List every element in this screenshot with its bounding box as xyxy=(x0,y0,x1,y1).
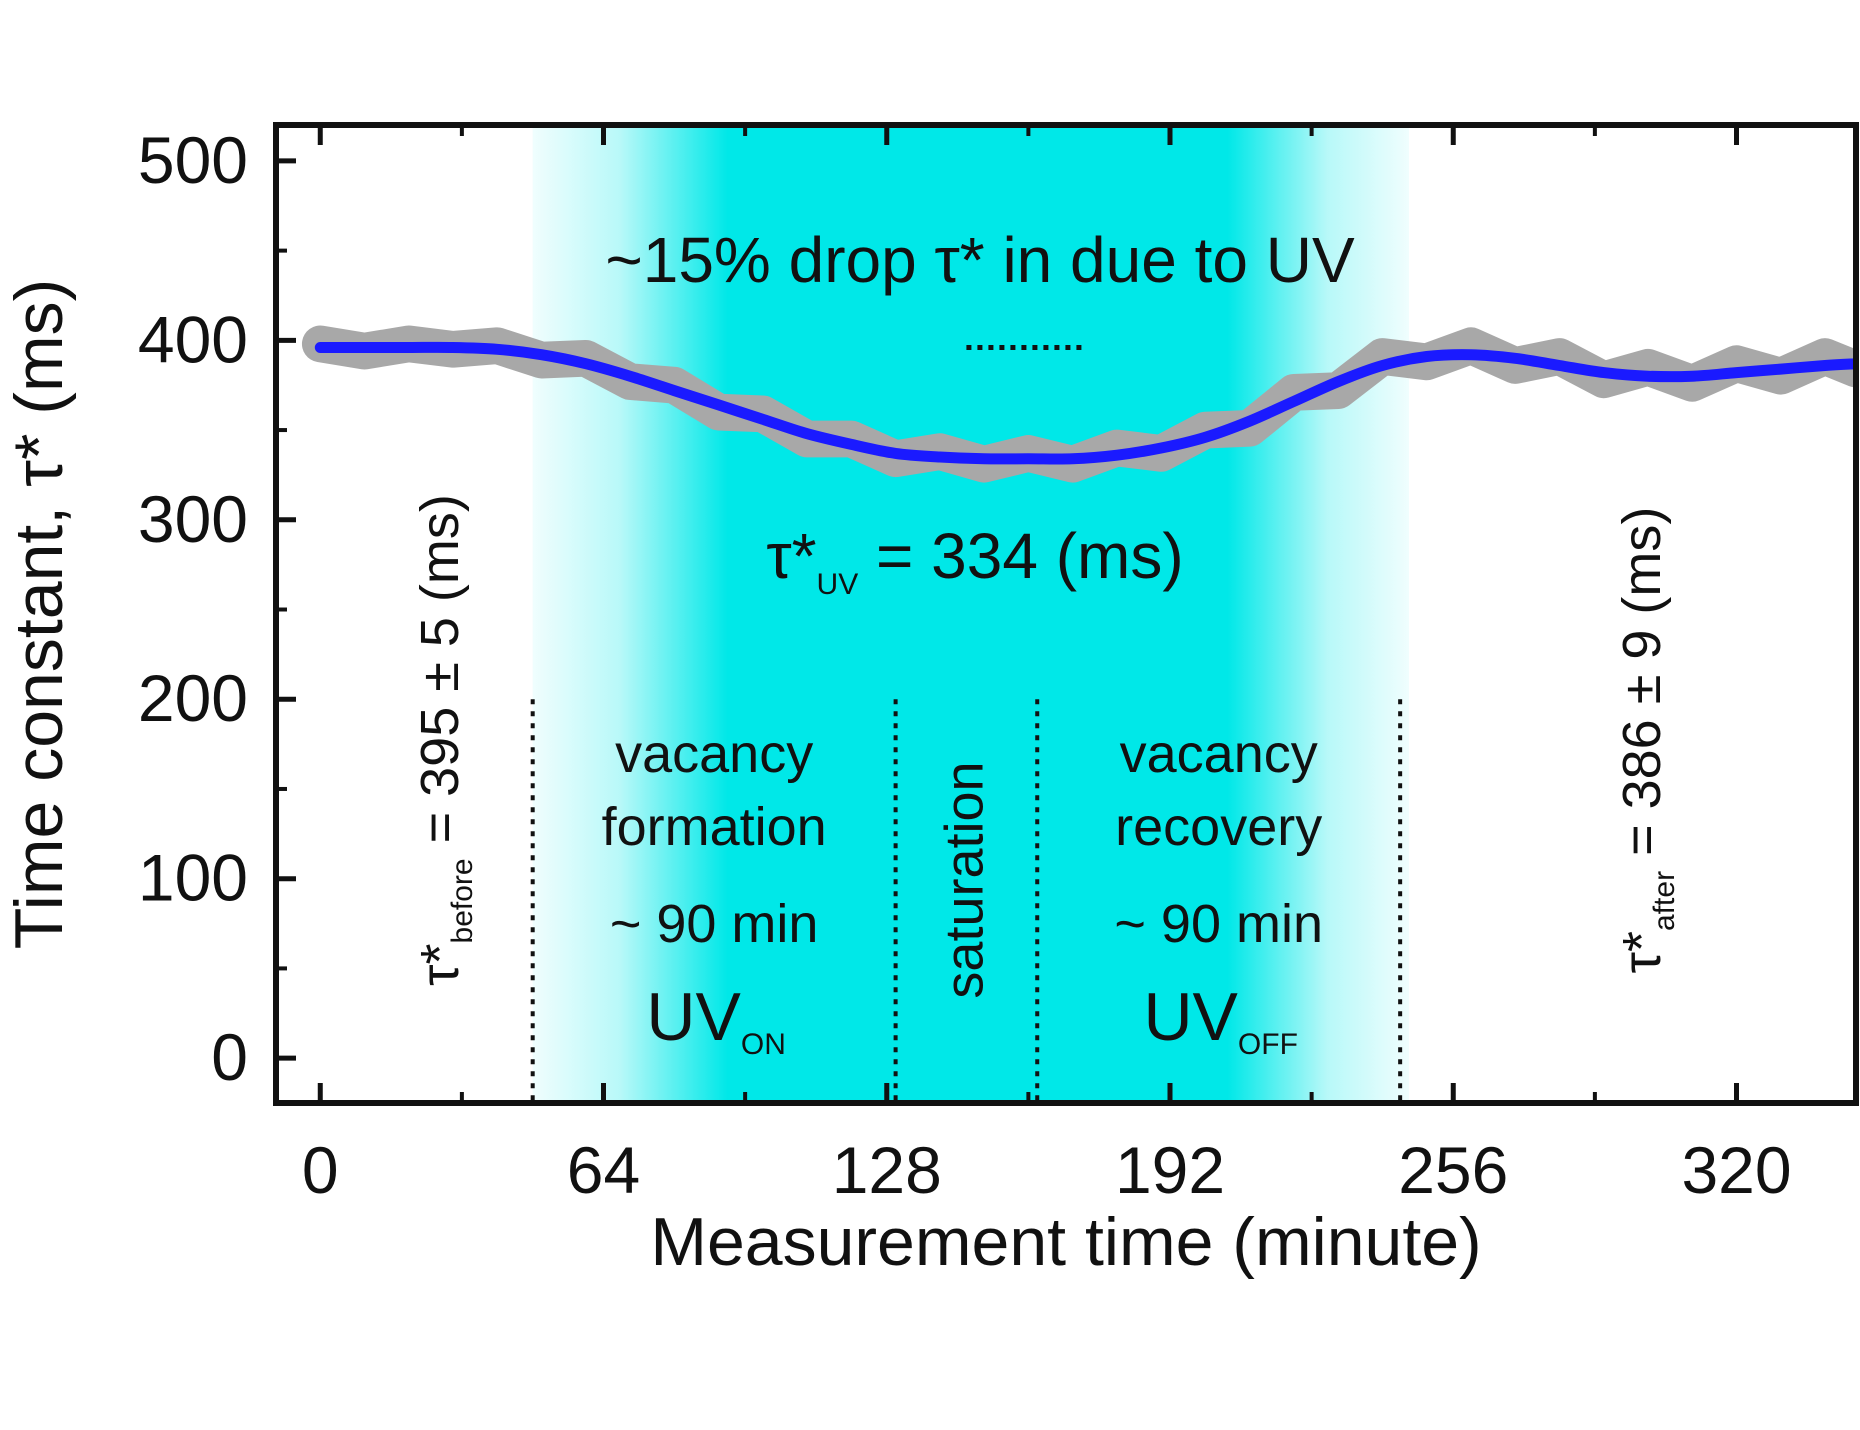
x-tick-label: 64 xyxy=(567,1133,640,1207)
x-tick-label: 256 xyxy=(1398,1133,1508,1207)
x-tick-label: 192 xyxy=(1115,1133,1225,1207)
phase-saturation-label: saturation xyxy=(934,761,994,998)
uv-on-subscript: ON xyxy=(741,1028,786,1061)
y-axis-title: Time constant, τ* (ms) xyxy=(1,279,77,949)
uv-value-symbol: τ* xyxy=(766,520,816,592)
fit-curve xyxy=(314,341,1856,465)
y-tick-label: 500 xyxy=(138,123,248,197)
uv-value-annotation: τ*UV = 334 (ms) xyxy=(766,520,1183,601)
y-tick-label: 300 xyxy=(138,482,248,556)
y-axis-ticks: 0 100 200 300 400 500 xyxy=(138,123,296,1094)
phase-formation-line2: formation xyxy=(602,797,827,857)
x-tick-label: 128 xyxy=(832,1133,942,1207)
after-value-text: = 386 ± 9 (ms) xyxy=(1612,507,1672,871)
x-tick-label: 320 xyxy=(1681,1133,1791,1207)
after-value-symbol: τ* xyxy=(1612,931,1672,973)
fit-curve-layer xyxy=(314,341,1856,465)
uv-on-main: UV xyxy=(646,979,741,1055)
y-tick-label: 400 xyxy=(138,302,248,376)
phase-boundary-lines xyxy=(530,699,1403,1103)
phase-recovery-duration: ~ 90 min xyxy=(1114,894,1323,954)
phase-recovery-labels: vacancy recovery ~ 90 min UVOFF xyxy=(1114,724,1323,1061)
phase-formation-state: UVON xyxy=(646,979,785,1061)
phase-formation-line1: vacancy xyxy=(615,724,813,784)
uv-exposure-region xyxy=(532,128,1409,1100)
phase-recovery-state: UVOFF xyxy=(1143,979,1297,1061)
plot-frame xyxy=(273,122,1859,1106)
after-value-annotation: τ*after = 386 ± 9 (ms) xyxy=(1612,507,1681,974)
phase-recovery-line2: recovery xyxy=(1115,797,1322,857)
y-tick-label: 200 xyxy=(138,661,248,735)
y-tick-label: 0 xyxy=(211,1020,248,1094)
phase-formation-duration: ~ 90 min xyxy=(610,894,819,954)
headline-annotation: ~15% drop τ* in due to UV xyxy=(605,224,1355,296)
uv-off-main: UV xyxy=(1143,979,1238,1055)
x-axis-ticks: 0 64 128 192 256 320 xyxy=(302,125,1792,1207)
after-value-subscript: after xyxy=(1648,871,1681,931)
x-axis-title: Measurement time (minute) xyxy=(650,1204,1481,1280)
uv-off-subscript: OFF xyxy=(1238,1028,1298,1061)
before-value-subscript: before xyxy=(446,858,479,943)
before-value-text: = 395 ± 5 (ms) xyxy=(410,494,470,858)
uv-value-text: = 334 (ms) xyxy=(858,520,1183,592)
uv-value-subscript: UV xyxy=(817,568,859,601)
before-value-symbol: τ* xyxy=(410,943,470,985)
phase-recovery-line1: vacancy xyxy=(1120,724,1318,784)
before-value-annotation: τ*before = 395 ± 5 (ms) xyxy=(410,494,479,986)
x-tick-label: 0 xyxy=(302,1133,339,1207)
phase-formation-labels: vacancy formation ~ 90 min UVON xyxy=(602,724,827,1061)
y-tick-label: 100 xyxy=(138,841,248,915)
